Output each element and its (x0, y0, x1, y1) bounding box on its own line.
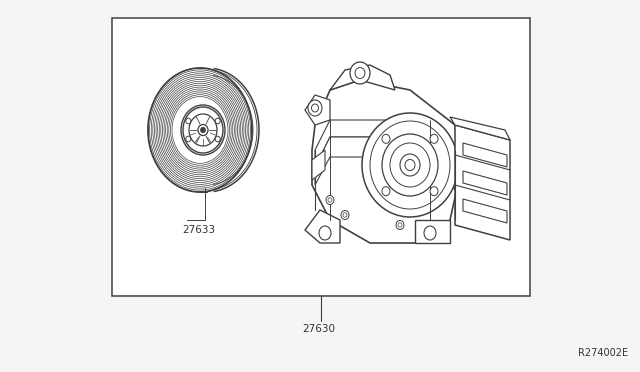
Polygon shape (330, 65, 395, 90)
Polygon shape (312, 80, 460, 243)
Polygon shape (312, 150, 325, 180)
Text: 27630: 27630 (303, 324, 335, 334)
Polygon shape (415, 220, 450, 243)
Ellipse shape (198, 125, 208, 135)
Ellipse shape (424, 226, 436, 240)
Ellipse shape (382, 187, 390, 196)
Polygon shape (305, 95, 330, 125)
Ellipse shape (200, 127, 205, 133)
Polygon shape (455, 125, 510, 240)
Ellipse shape (430, 134, 438, 143)
Ellipse shape (400, 154, 420, 176)
Bar (112, 18, 530, 296)
Ellipse shape (326, 196, 334, 205)
Ellipse shape (430, 187, 438, 196)
Polygon shape (305, 210, 340, 243)
Polygon shape (315, 137, 455, 190)
Polygon shape (463, 143, 507, 167)
Ellipse shape (341, 211, 349, 219)
Ellipse shape (382, 134, 390, 143)
Text: 27633: 27633 (182, 225, 215, 235)
Text: R274002E: R274002E (578, 348, 628, 358)
Polygon shape (315, 120, 455, 170)
Ellipse shape (186, 118, 191, 124)
Polygon shape (463, 171, 507, 195)
Ellipse shape (215, 136, 220, 142)
Ellipse shape (215, 118, 220, 124)
Ellipse shape (189, 114, 217, 146)
Ellipse shape (319, 226, 331, 240)
Ellipse shape (350, 62, 370, 84)
Polygon shape (463, 199, 507, 223)
Ellipse shape (396, 221, 404, 230)
Ellipse shape (382, 134, 438, 196)
Ellipse shape (186, 136, 191, 142)
Ellipse shape (181, 105, 225, 155)
Ellipse shape (308, 100, 322, 116)
Polygon shape (450, 117, 510, 140)
Ellipse shape (148, 68, 252, 192)
Ellipse shape (362, 113, 458, 217)
